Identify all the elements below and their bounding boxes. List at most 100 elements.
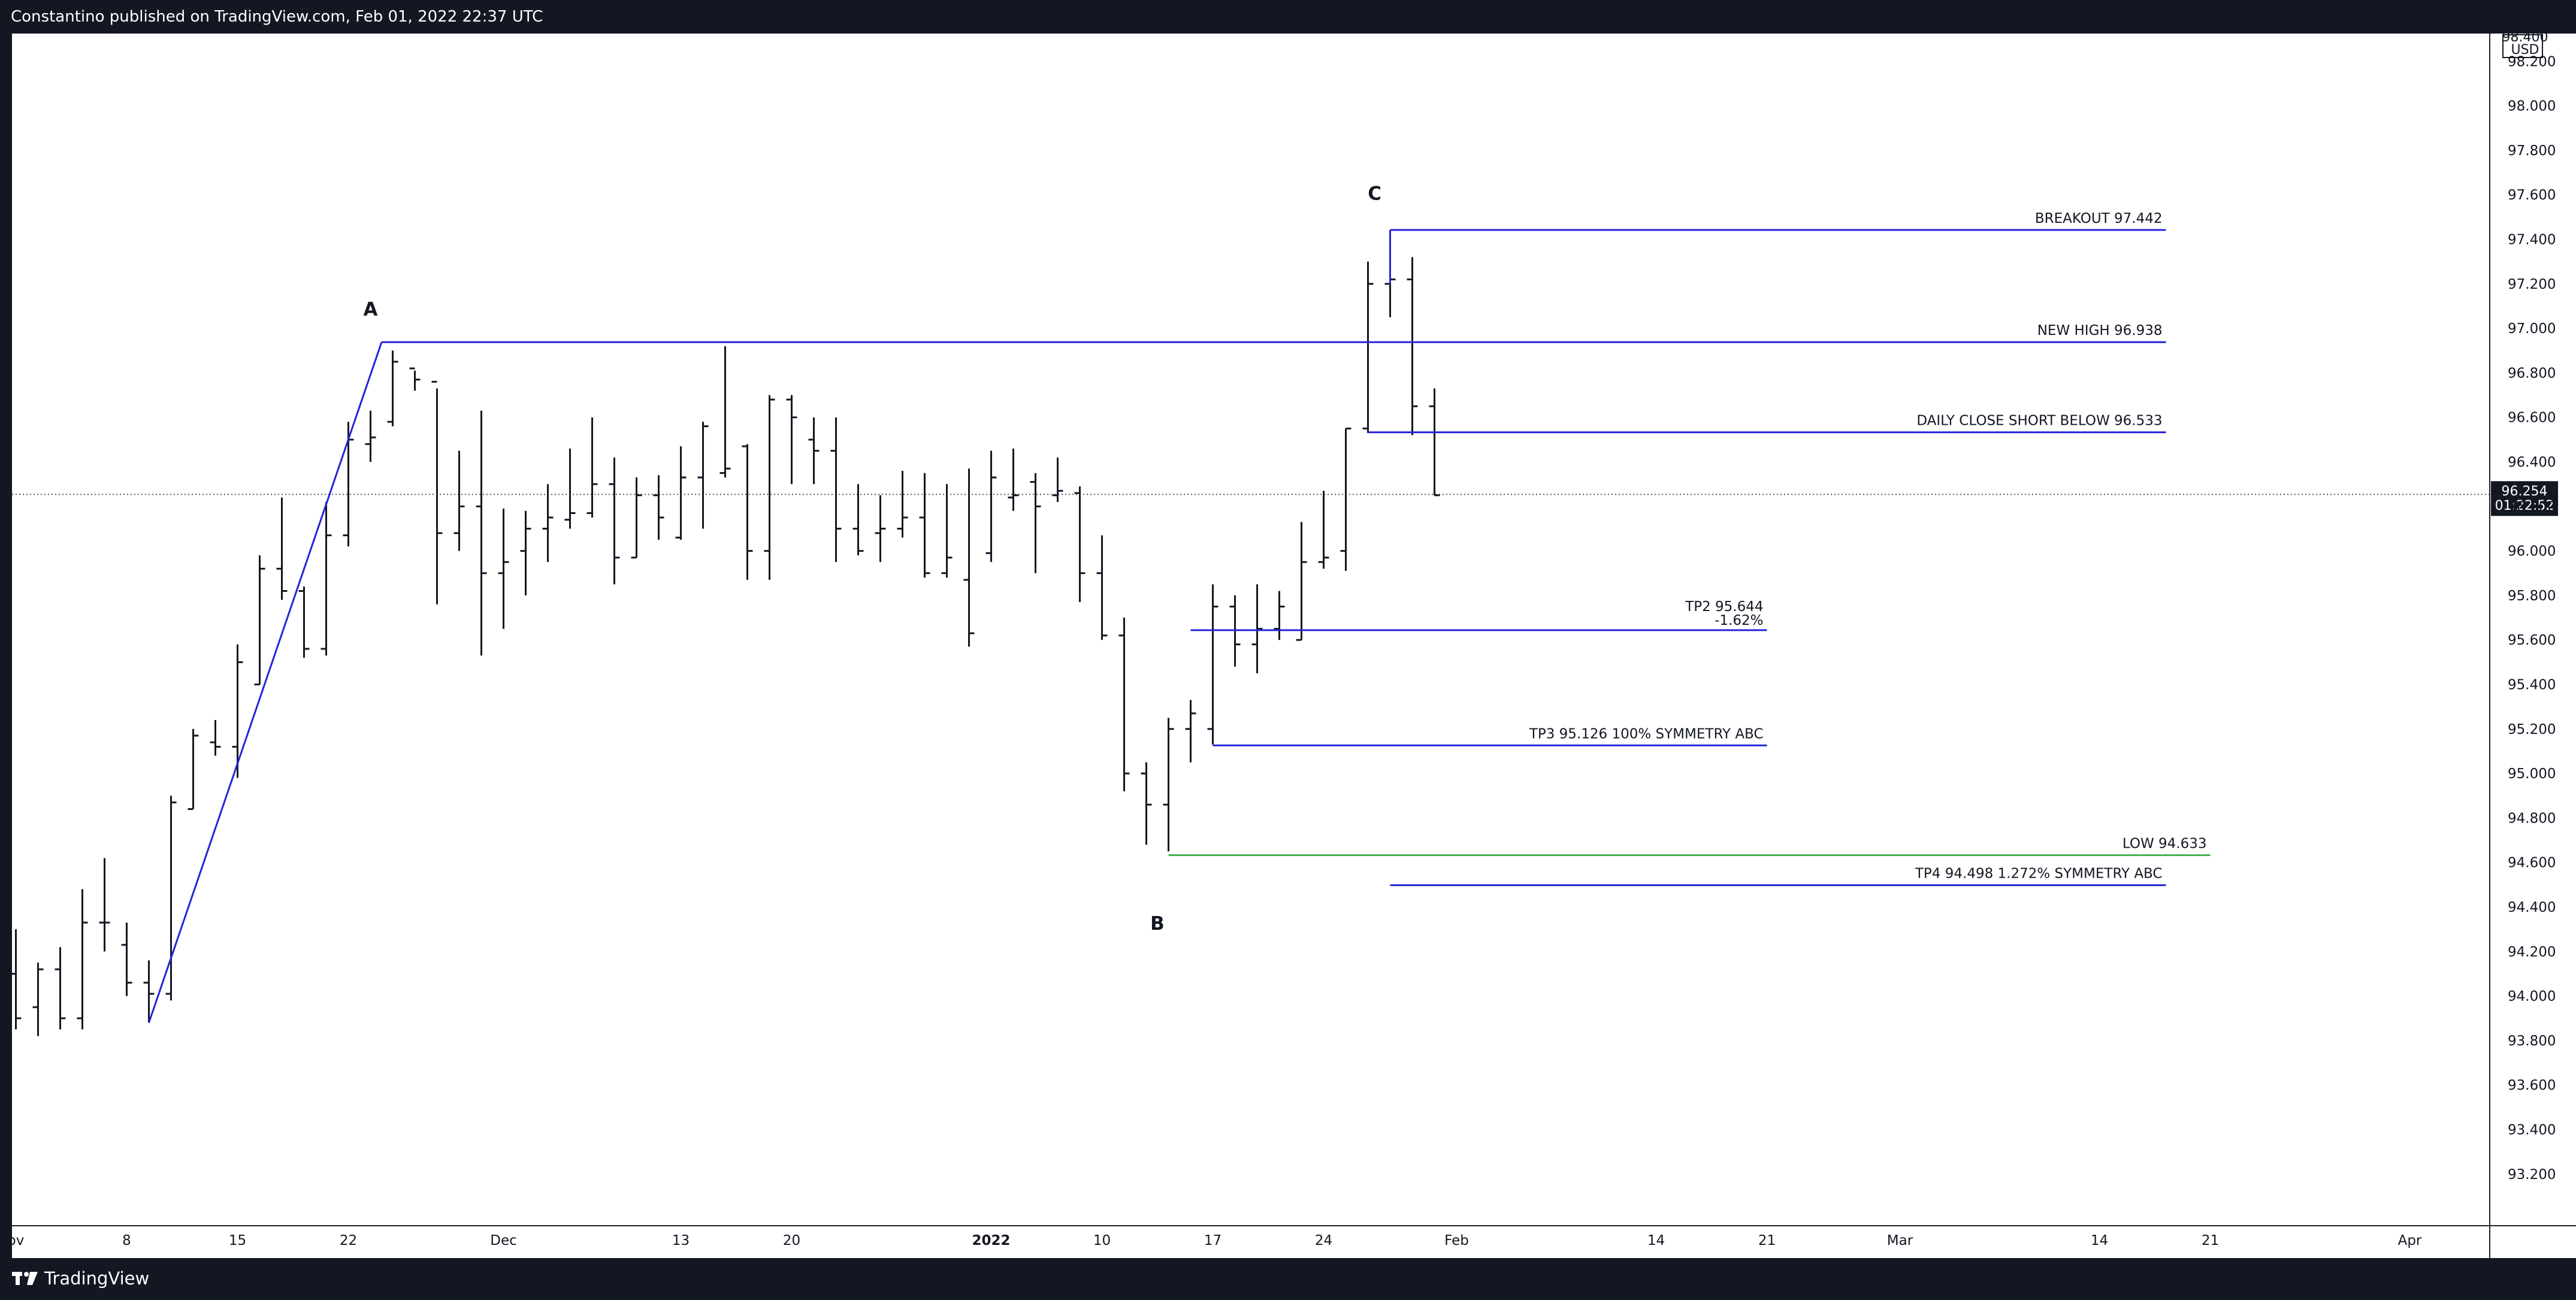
x-tick-label: 17	[1204, 1233, 1222, 1248]
y-tick-label: 94.800	[2508, 811, 2556, 826]
x-tick-label: 21	[2202, 1233, 2219, 1248]
y-tick-label: 98.200	[2508, 54, 2556, 69]
x-tick-label: Feb	[1444, 1233, 1469, 1248]
y-tick-label: 97.000	[2508, 321, 2556, 337]
y-tick-label: 96.000	[2508, 544, 2556, 560]
y-tick-label: 97.200	[2508, 277, 2556, 292]
x-tick-label: 15	[229, 1233, 246, 1248]
x-tick-label: 10	[1093, 1233, 1111, 1248]
ohlc-bar	[742, 444, 753, 580]
ohlc-bar	[1274, 591, 1285, 640]
y-tick-label: 97.400	[2508, 232, 2556, 248]
x-tick-label: Apr	[2398, 1233, 2422, 1248]
ohlc-bar	[1163, 718, 1174, 852]
publish-header: Constantino published on TradingView.com…	[0, 0, 2576, 34]
x-tick-label: 14	[2091, 1233, 2108, 1248]
ohlc-bar	[210, 719, 221, 756]
ohlc-bar	[498, 509, 509, 629]
ohlc-bar	[653, 475, 664, 540]
ohlc-bar	[409, 367, 421, 391]
ohlc-bar	[609, 457, 620, 585]
ohlc-bar	[276, 497, 288, 600]
ohlc-bar	[764, 395, 775, 580]
ohlc-bar	[321, 501, 332, 656]
y-tick-label: 95.000	[2508, 766, 2556, 782]
ohlc-bar	[808, 417, 820, 485]
price-axis-top-label: 98.400	[2502, 30, 2548, 45]
tradingview-logo[interactable]: TradingView	[12, 1268, 149, 1289]
last-price-tag	[2491, 481, 2558, 516]
ohlc-bar	[476, 410, 487, 656]
ohlc-bar	[55, 947, 66, 1030]
ohlc-bar	[1251, 584, 1263, 673]
axes: 98.400 USD 96.254 01:22:52 98.200 98.000 9…	[8, 30, 2576, 1258]
y-tick-label: 98.000	[2508, 99, 2556, 114]
publish-info: Constantino published on TradingView.com…	[11, 8, 543, 26]
y-tick-label: 95.800	[2508, 588, 2556, 604]
x-tick-label: 20	[783, 1233, 800, 1248]
ohlc-bar	[99, 858, 110, 952]
last-price-value: 96.254	[2502, 484, 2548, 499]
y-tick-label: 94.200	[2508, 944, 2556, 960]
x-tick-label: Dec	[490, 1233, 517, 1248]
level-label: TP2 95.644	[1685, 599, 1763, 615]
point-label: C	[1368, 183, 1381, 205]
tradingview-wordmark: TradingView	[44, 1268, 150, 1289]
ohlc-bar	[254, 555, 265, 685]
y-tick-label: 94.000	[2508, 989, 2556, 1005]
drawings-layer[interactable]	[148, 229, 2211, 1023]
y-tick-label: 96.400	[2508, 455, 2556, 470]
ohlc-bar	[675, 446, 687, 540]
ohlc-bar	[453, 451, 465, 551]
ohlc-bar	[77, 889, 88, 1030]
trend-line[interactable]	[148, 341, 383, 1023]
ohlc-bar	[520, 510, 531, 595]
ohlc-bar	[830, 417, 842, 563]
ohlc-bar	[919, 473, 930, 578]
x-tick-label: 8	[122, 1233, 131, 1248]
y-tick-label: 94.600	[2508, 855, 2556, 871]
ohlc-bar	[1096, 535, 1108, 640]
x-tick-label: 2022	[972, 1233, 1010, 1248]
ohlc-bar	[1429, 388, 1440, 497]
y-tick-label: 97.800	[2508, 143, 2556, 159]
level-label: TP3 95.126 100% SYMMETRY ABC	[1529, 726, 1764, 742]
ohlc-bar	[387, 350, 398, 427]
ohlc-bar	[188, 728, 199, 811]
ohlc-bar	[786, 395, 797, 485]
ohlc-bar	[586, 417, 598, 518]
y-tick-label: 97.600	[2508, 188, 2556, 203]
ohlc-bar	[298, 586, 310, 658]
level-label: BREAKOUT 97.442	[2035, 211, 2163, 226]
y-tick-label: 93.200	[2508, 1167, 2556, 1183]
y-tick-label: 93.400	[2508, 1123, 2556, 1138]
y-tick-label: 95.200	[2508, 722, 2556, 737]
ohlc-bar	[143, 960, 155, 1023]
y-tick-label: 96.200	[2508, 499, 2556, 515]
ohlc-bar	[1362, 261, 1374, 433]
bar-countdown: 01:22:52	[2495, 498, 2554, 513]
point-label: A	[364, 299, 378, 321]
ohlc-bar	[985, 451, 997, 563]
ohlc-bar	[1030, 473, 1041, 573]
ohlc-bar	[697, 422, 709, 529]
ohlc-bar	[897, 470, 908, 538]
ohlc-bar	[941, 484, 953, 578]
ohlc-bar	[1407, 257, 1418, 436]
ohlc-bar	[631, 477, 642, 559]
ohlc-bar	[1008, 448, 1019, 511]
ohlc-bar	[1207, 584, 1219, 745]
ohlc-bar	[431, 380, 443, 604]
x-tick-label: 13	[672, 1233, 690, 1248]
ohlc-bar	[343, 422, 354, 547]
ohlc-bar	[165, 796, 177, 1001]
ohlc-bar	[1052, 457, 1063, 502]
x-tick-label: 24	[1315, 1233, 1332, 1248]
level-label: LOW 94.633	[2123, 836, 2207, 851]
x-tick-label: ov	[8, 1233, 25, 1248]
level-label: NEW HIGH 96.938	[2037, 323, 2163, 338]
point-label: B	[1150, 913, 1165, 935]
ohlc-bar	[1141, 762, 1152, 845]
ohlc-bar	[875, 495, 886, 563]
